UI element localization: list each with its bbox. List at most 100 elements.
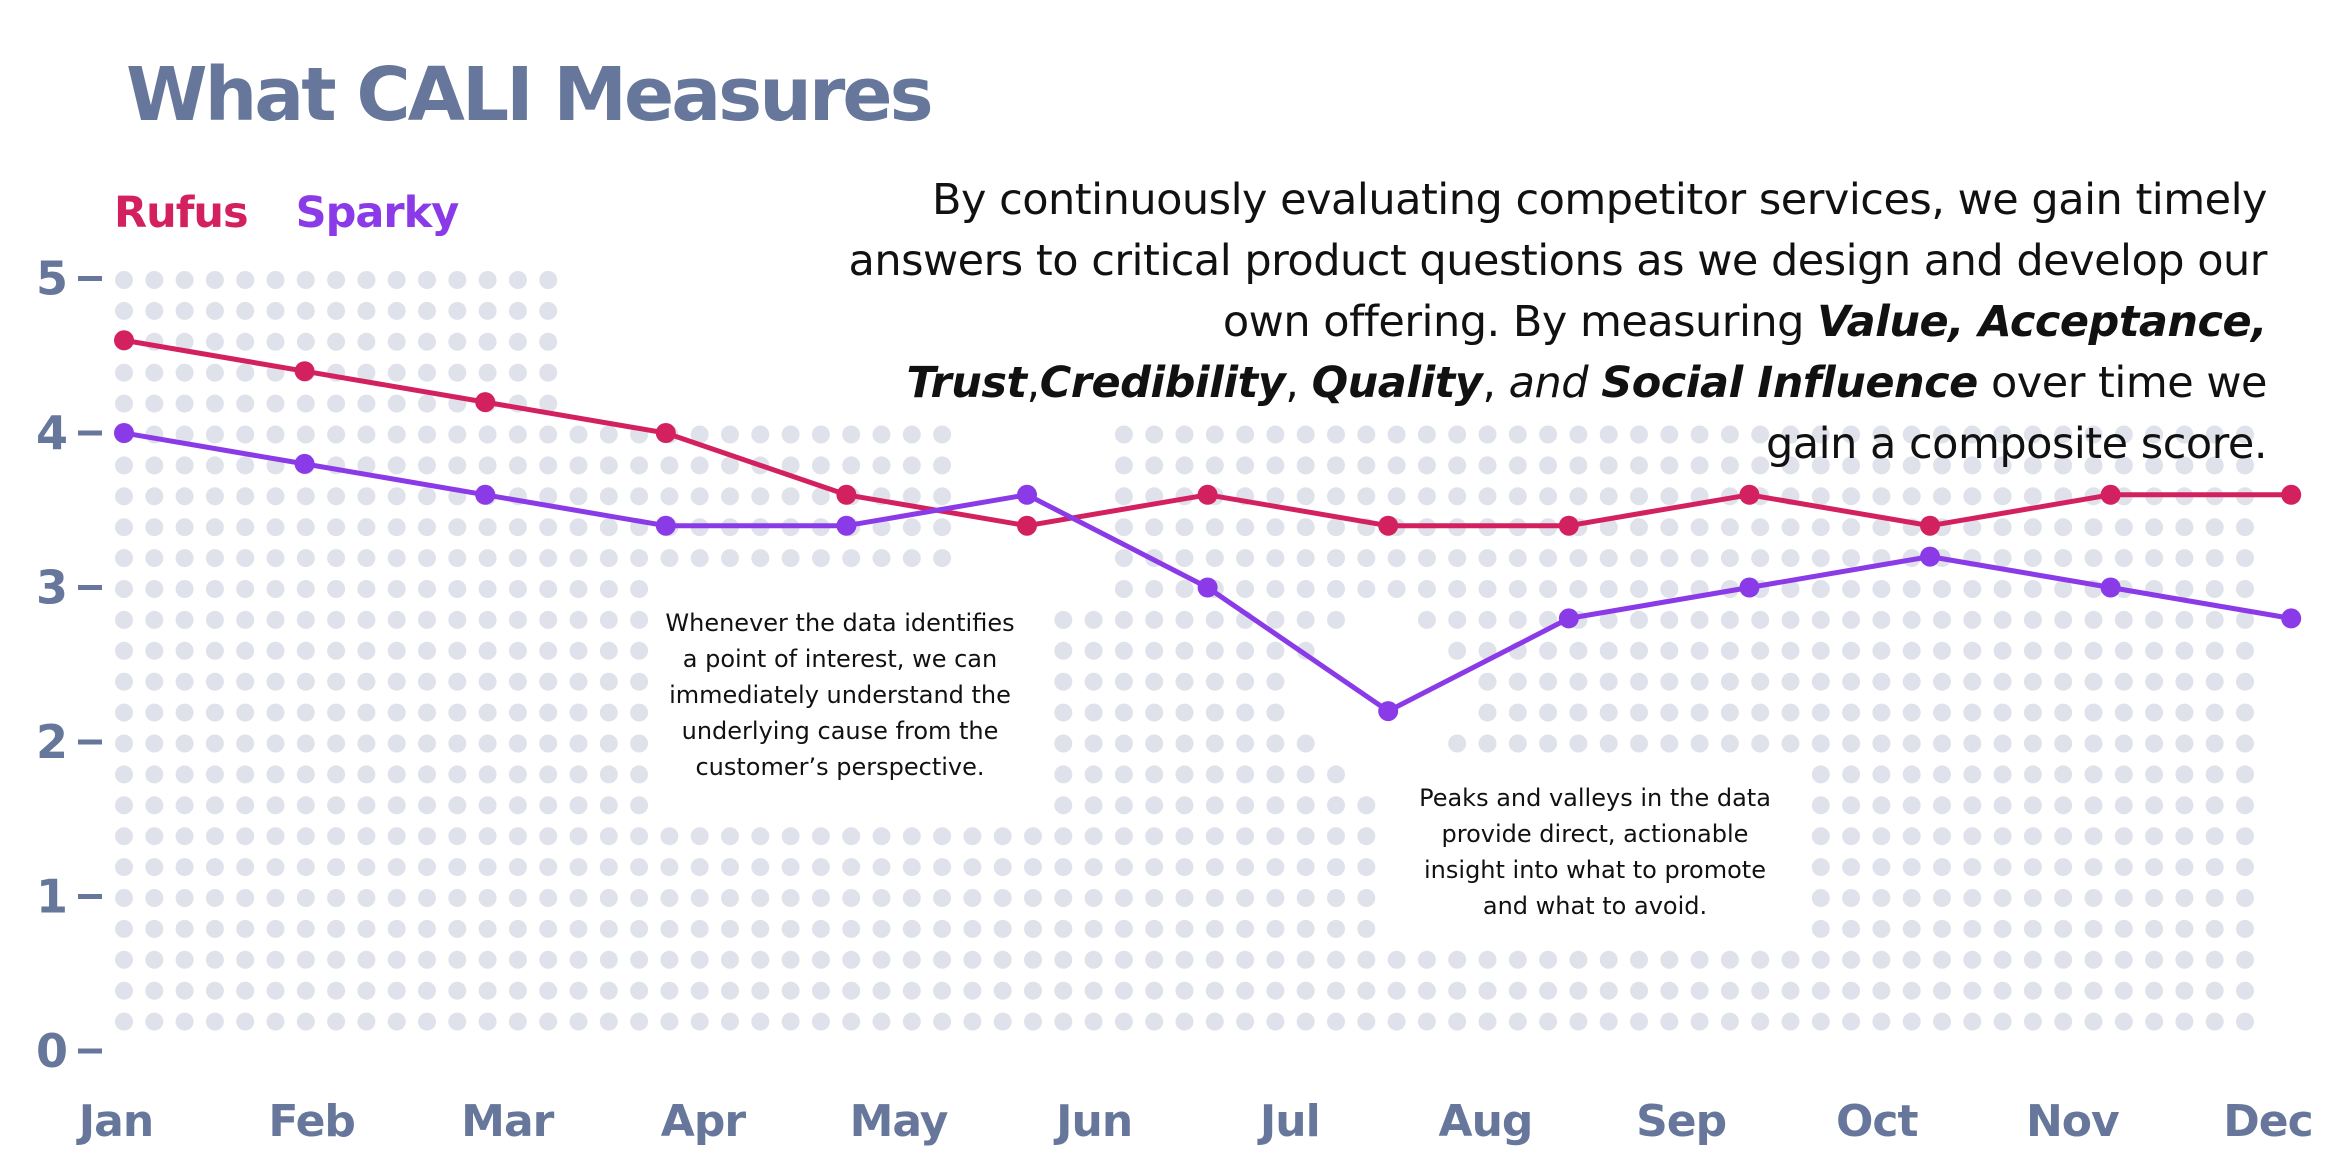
grid-dot bbox=[115, 672, 133, 691]
grid-dot bbox=[508, 301, 527, 320]
grid-dot bbox=[630, 456, 649, 475]
grid-dot bbox=[539, 950, 558, 969]
grid-dot bbox=[2236, 858, 2254, 877]
grid-dot bbox=[963, 950, 982, 969]
grid-dot bbox=[2145, 796, 2164, 815]
grid-dot bbox=[539, 858, 558, 877]
grid-dot bbox=[902, 889, 921, 907]
y-tick-label: 2 bbox=[36, 715, 68, 769]
grid-dot bbox=[1205, 734, 1224, 753]
grid-dot bbox=[1114, 610, 1133, 629]
grid-dot bbox=[1145, 919, 1164, 938]
grid-dot bbox=[478, 765, 497, 784]
grid-dot bbox=[1357, 487, 1376, 506]
grid-dot bbox=[236, 549, 255, 568]
grid-dot bbox=[1114, 796, 1133, 815]
grid-dot bbox=[145, 672, 164, 691]
grid-dot bbox=[145, 610, 164, 629]
grid-dot bbox=[175, 271, 194, 289]
grid-dot bbox=[599, 610, 618, 629]
grid-dot bbox=[145, 919, 164, 938]
grid-dot bbox=[1478, 456, 1497, 475]
grid-dot bbox=[2054, 672, 2073, 691]
grid-dot bbox=[2175, 703, 2194, 722]
grid-dot bbox=[1266, 889, 1285, 907]
grid-dot bbox=[1902, 672, 1921, 691]
data-point-rufus bbox=[1739, 484, 1760, 505]
grid-dot bbox=[2023, 456, 2042, 475]
grid-dot bbox=[1417, 549, 1436, 568]
grid-dot bbox=[2084, 858, 2103, 877]
grid-dot bbox=[1569, 734, 1588, 753]
grid-dot bbox=[781, 456, 800, 475]
grid-dot bbox=[1417, 610, 1436, 629]
grid-dot bbox=[539, 734, 558, 753]
grid-dot bbox=[539, 456, 558, 475]
grid-dot bbox=[872, 981, 891, 1000]
grid-dot bbox=[2145, 950, 2164, 969]
grid-dot bbox=[1933, 981, 1951, 1000]
grid-dot bbox=[1145, 641, 1164, 660]
grid-dot bbox=[357, 919, 376, 938]
grid-dot bbox=[721, 981, 739, 1000]
grid-dot bbox=[993, 1012, 1012, 1031]
grid-dot bbox=[1236, 518, 1255, 537]
data-point-sparky bbox=[655, 515, 676, 536]
grid-dot bbox=[660, 827, 679, 846]
grid-dot bbox=[1145, 456, 1164, 475]
grid-dot bbox=[2054, 889, 2073, 907]
grid-dot bbox=[1872, 641, 1891, 660]
grid-dot bbox=[1660, 549, 1679, 568]
metric-trust: Trust bbox=[906, 358, 1027, 408]
grid-dot bbox=[508, 518, 527, 537]
grid-dot bbox=[2114, 456, 2133, 475]
grid-dot bbox=[1933, 487, 1951, 506]
grid-dot bbox=[205, 703, 224, 722]
grid-dot bbox=[357, 610, 376, 629]
grid-dot bbox=[2054, 456, 2073, 475]
grid-dot bbox=[2114, 549, 2133, 568]
grid-dot bbox=[175, 981, 194, 1000]
grid-dot bbox=[1993, 858, 2012, 877]
grid-dot bbox=[1811, 796, 1830, 815]
grid-dot bbox=[1660, 518, 1679, 537]
grid-dot bbox=[145, 827, 164, 846]
grid-dot bbox=[630, 765, 649, 784]
grid-dot bbox=[1872, 456, 1891, 475]
grid-dot bbox=[145, 394, 164, 413]
grid-dot bbox=[1266, 734, 1285, 753]
grid-dot bbox=[569, 950, 588, 969]
x-axis: Jan Feb Mar Apr May Jun Jul Aug Sep Oct Nov Dec bbox=[76, 1096, 2314, 1147]
grid-dot bbox=[2023, 796, 2042, 815]
grid-dot bbox=[478, 271, 497, 289]
grid-dot bbox=[1448, 981, 1467, 1000]
data-point-sparky bbox=[114, 423, 134, 443]
grid-dot bbox=[1296, 549, 1315, 568]
grid-dot bbox=[569, 610, 588, 629]
grid-dot bbox=[1266, 703, 1285, 722]
grid-dot bbox=[2023, 703, 2042, 722]
grid-dot bbox=[1387, 425, 1406, 444]
grid-dot bbox=[2054, 703, 2073, 722]
grid-dot bbox=[1478, 672, 1497, 691]
grid-dot bbox=[1145, 425, 1164, 444]
grid-dot bbox=[2084, 425, 2103, 444]
grid-dot bbox=[1114, 765, 1133, 784]
grid-dot bbox=[418, 703, 436, 722]
x-tick-label: Oct bbox=[1836, 1096, 1918, 1147]
grid-dot bbox=[1024, 919, 1042, 938]
grid-dot bbox=[1114, 487, 1133, 506]
grid-dot bbox=[2084, 1012, 2103, 1031]
grid-dot bbox=[872, 425, 891, 444]
chart-title: What CALI Measures bbox=[126, 52, 934, 138]
grid-dot bbox=[1933, 796, 1951, 815]
grid-dot bbox=[1751, 610, 1770, 629]
grid-dot bbox=[418, 672, 436, 691]
grid-dot bbox=[751, 950, 770, 969]
grid-dot bbox=[872, 456, 891, 475]
grid-dot bbox=[993, 919, 1012, 938]
grid-dot bbox=[448, 734, 467, 753]
grid-dot bbox=[1387, 487, 1406, 506]
grid-dot bbox=[1175, 858, 1194, 877]
grid-dot bbox=[266, 796, 285, 815]
